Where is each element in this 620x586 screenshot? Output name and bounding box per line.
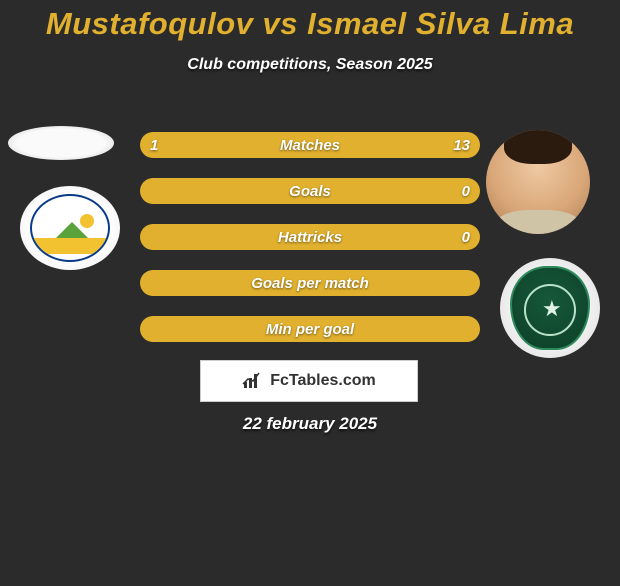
stat-label: Goals per match — [140, 270, 480, 296]
date-text: 22 february 2025 — [0, 414, 620, 434]
stat-right-value: 0 — [462, 178, 470, 204]
club-left-badge — [20, 186, 120, 270]
club-right-badge: ★ — [500, 258, 600, 358]
stat-label: Min per goal — [140, 316, 480, 342]
stat-right-value: 0 — [462, 224, 470, 250]
stat-row-goals: Goals 0 — [140, 178, 480, 204]
stat-label: Goals — [140, 178, 480, 204]
player-left-avatar — [8, 126, 114, 160]
brand-box: FcTables.com — [200, 360, 418, 402]
page-title: Mustafoqulov vs Ismael Silva Lima — [0, 6, 620, 42]
stat-row-min-per-goal: Min per goal — [140, 316, 480, 342]
player-right-avatar — [486, 130, 590, 234]
stat-right-value: 13 — [453, 132, 470, 158]
stat-row-goals-per-match: Goals per match — [140, 270, 480, 296]
subtitle: Club competitions, Season 2025 — [0, 56, 620, 74]
stat-label: Hattricks — [140, 224, 480, 250]
stats-container: 1 Matches 13 Goals 0 Hattricks 0 Goals p… — [140, 132, 480, 362]
stat-row-hattricks: Hattricks 0 — [140, 224, 480, 250]
stat-row-matches: 1 Matches 13 — [140, 132, 480, 158]
brand-text: FcTables.com — [270, 372, 376, 390]
bar-chart-icon — [242, 372, 264, 390]
stat-label: Matches — [140, 132, 480, 158]
